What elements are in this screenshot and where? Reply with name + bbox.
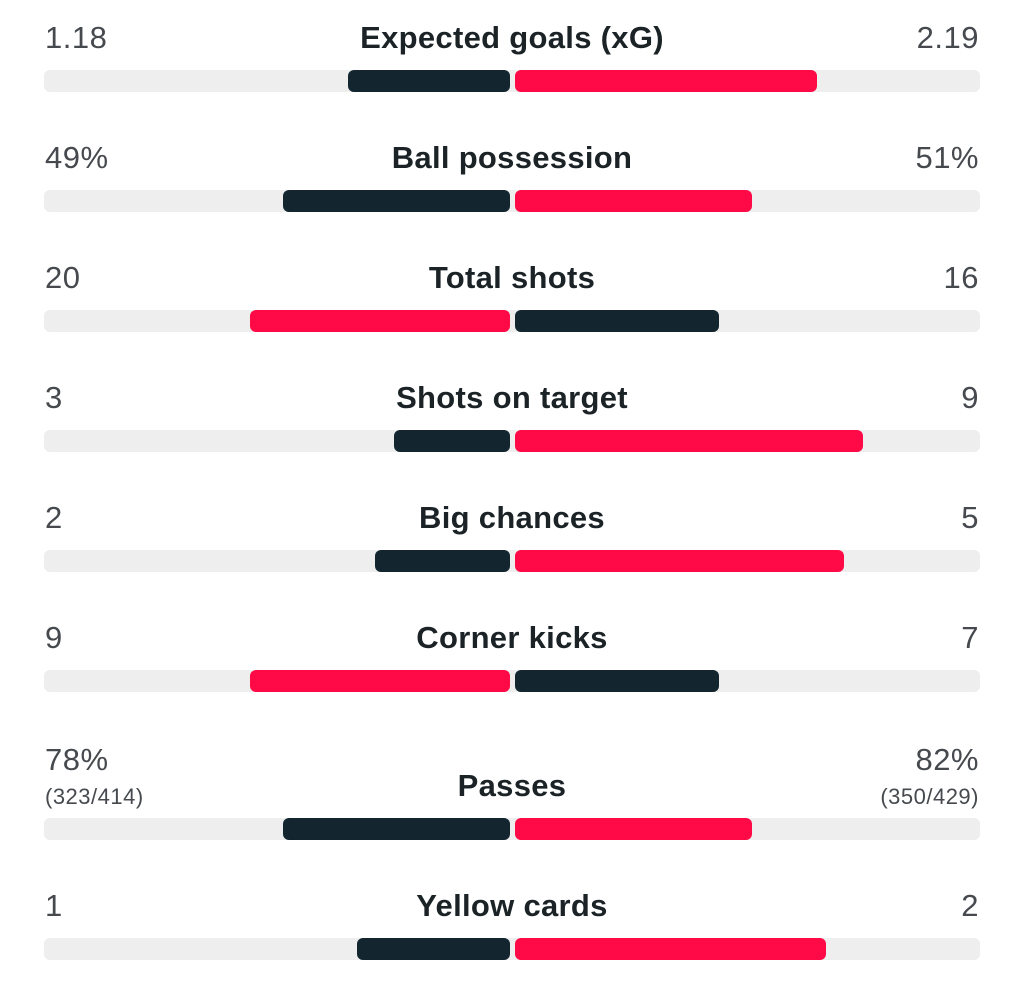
- home-bar: [394, 430, 510, 452]
- stat-bar-track: [44, 430, 980, 452]
- stat-label: Total shots: [428, 260, 596, 295]
- away-bar: [515, 430, 863, 452]
- away-value: 2: [961, 888, 979, 923]
- away-value: 9: [961, 380, 979, 415]
- away-bar: [515, 70, 817, 92]
- home-bar: [283, 818, 510, 840]
- stat-row-big-chances: 2 Big chances 5: [0, 480, 1024, 590]
- away-bar: [515, 938, 826, 960]
- stat-bar-track: [44, 310, 980, 332]
- stat-label: Shots on target: [396, 380, 628, 415]
- stat-label: Big chances: [419, 500, 605, 535]
- home-subvalue: (323/414): [45, 784, 144, 809]
- home-value: 2: [45, 500, 63, 535]
- stat-bar-track: [44, 550, 980, 572]
- stat-row-ball-possession: 49% Ball possession 51%: [0, 120, 1024, 230]
- away-value: 16: [943, 260, 979, 295]
- away-value: 2.19: [916, 20, 979, 55]
- stat-bar-track: [44, 818, 980, 840]
- stat-label: Yellow cards: [416, 888, 608, 923]
- home-value: 78%: [45, 742, 109, 777]
- home-bar: [348, 70, 510, 92]
- home-value: 20: [45, 260, 81, 295]
- home-bar: [375, 550, 510, 572]
- stat-label: Passes: [457, 768, 567, 803]
- stat-bar-track: [44, 70, 980, 92]
- away-value: 5: [961, 500, 979, 535]
- stat-label: Corner kicks: [416, 620, 608, 655]
- away-bar: [515, 670, 719, 692]
- home-value: 1.18: [45, 20, 108, 55]
- away-bar: [515, 310, 719, 332]
- stat-row-total-shots: 20 Total shots 16: [0, 240, 1024, 350]
- home-value: 49%: [45, 140, 109, 175]
- stat-label: Ball possession: [391, 140, 633, 175]
- away-value: 51%: [915, 140, 979, 175]
- stat-label: Expected goals (xG): [360, 20, 664, 55]
- home-value: 9: [45, 620, 63, 655]
- stat-row-corner-kicks: 9 Corner kicks 7: [0, 600, 1024, 710]
- home-bar: [250, 670, 510, 692]
- home-bar: [283, 190, 510, 212]
- home-value: 1: [45, 888, 63, 923]
- away-subvalue: (350/429): [880, 784, 979, 809]
- home-value: 3: [45, 380, 63, 415]
- stat-bar-track: [44, 938, 980, 960]
- away-bar: [515, 550, 844, 572]
- stat-row-yellow-cards: 1 Yellow cards 2: [0, 868, 1024, 978]
- away-value: 82%: [915, 742, 979, 777]
- stat-row-expected-goals: 1.18 Expected goals (xG) 2.19: [0, 0, 1024, 110]
- away-bar: [515, 190, 752, 212]
- away-bar: [515, 818, 752, 840]
- away-value: 7: [961, 620, 979, 655]
- stat-row-passes: 78% (323/414) Passes 82% (350/429): [0, 720, 1024, 860]
- stat-bar-track: [44, 190, 980, 212]
- stat-row-shots-on-target: 3 Shots on target 9: [0, 360, 1024, 470]
- home-bar: [357, 938, 510, 960]
- stat-bar-track: [44, 670, 980, 692]
- home-bar: [250, 310, 510, 332]
